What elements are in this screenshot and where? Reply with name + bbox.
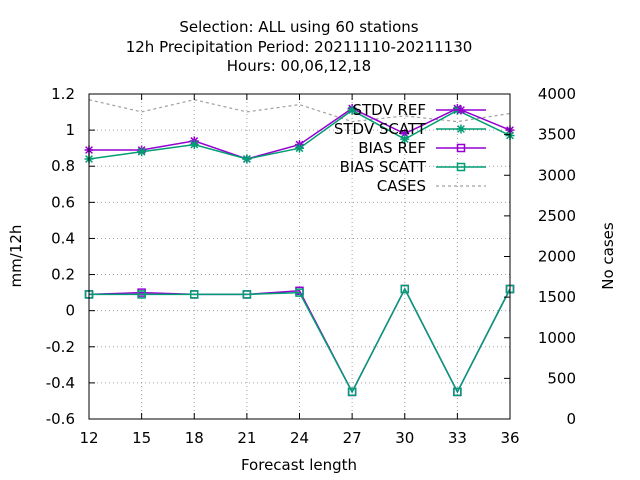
data-point	[400, 284, 409, 294]
y-tick-label: 0.8	[51, 157, 75, 175]
ticks: 12 15 18 21 24 27 30 33 36 -0.6 -0.4 -0.2 0 0.2 0.4 0.6…	[46, 85, 576, 447]
legend-label: STDV REF	[352, 101, 426, 119]
legend-label: STDV SCATT	[334, 120, 427, 138]
y-axis-label: mm/12h	[7, 225, 25, 288]
y-tick-label: 0.4	[51, 229, 75, 247]
legend-label: BIAS REF	[358, 139, 426, 157]
data-point	[453, 387, 462, 397]
legend-entry: STDV REF	[352, 101, 486, 119]
y2-axis-label: No cases	[599, 222, 617, 290]
data-point	[189, 140, 199, 150]
data-point	[400, 134, 410, 144]
legend-label: BIAS SCATT	[340, 158, 427, 176]
y2-tick-label: 2000	[538, 248, 576, 266]
data-point	[456, 105, 466, 115]
y2-tick-label: 0	[566, 410, 576, 428]
series-line	[88, 287, 511, 394]
title-line-2: 12h Precipitation Period: 20211110-20211…	[126, 38, 473, 56]
y2-tick-label: 1000	[538, 329, 576, 347]
y-tick-label: -0.2	[46, 338, 75, 356]
x-tick-label: 18	[185, 429, 204, 447]
data-point	[137, 147, 147, 157]
series-line	[89, 287, 511, 394]
series-stdv-scatt	[84, 105, 515, 164]
chart-title: Selection: ALL using 60 stations 12h Pre…	[126, 18, 473, 75]
x-tick-label: 36	[500, 429, 519, 447]
x-tick-label: 27	[343, 429, 362, 447]
y-tick-label: 1	[65, 121, 75, 139]
y-tick-label: 0	[65, 302, 75, 320]
data-point	[190, 290, 199, 299]
data-point	[347, 387, 357, 397]
x-tick-label: 30	[395, 429, 414, 447]
y2-tick-label: 4000	[538, 85, 576, 103]
data-point	[137, 290, 146, 299]
y-tick-label: 0.6	[51, 193, 75, 211]
data-point	[347, 105, 357, 115]
y2-tick-label: 500	[547, 369, 576, 387]
title-line-1: Selection: ALL using 60 stations	[179, 18, 418, 36]
y-tick-label: 1.2	[51, 85, 75, 103]
y-tick-label: 0.2	[51, 266, 75, 284]
data-point	[456, 124, 466, 134]
x-tick-label: 24	[290, 429, 309, 447]
y-tick-label: -0.6	[46, 410, 75, 428]
series-bias-scatt	[84, 284, 515, 397]
legend-entry: BIAS SCATT	[340, 158, 486, 176]
data-point	[242, 290, 252, 299]
legend-entry: STDV SCATT	[334, 120, 486, 138]
data-point	[295, 288, 304, 297]
y-tick-label: -0.4	[46, 374, 75, 392]
x-tick-label: 33	[448, 429, 467, 447]
x-tick-label: 21	[237, 429, 256, 447]
legend-label: CASES	[377, 177, 426, 195]
series-layer	[84, 99, 515, 397]
data-point	[242, 154, 252, 164]
y2-tick-label: 2500	[538, 207, 576, 225]
y2-tick-label: 3500	[538, 126, 576, 144]
data-point	[456, 143, 466, 153]
x-tick-label: 15	[132, 429, 151, 447]
y2-tick-label: 3000	[538, 166, 576, 184]
legend-entry: BIAS REF	[358, 139, 486, 157]
data-point	[295, 143, 304, 153]
y2-tick-label: 1500	[538, 288, 576, 306]
series-line	[88, 99, 511, 123]
x-axis-label: Forecast length	[241, 456, 357, 474]
series-cases	[88, 99, 511, 123]
data-point	[456, 162, 466, 172]
x-tick-label: 12	[79, 429, 98, 447]
legend-entry: CASES	[377, 177, 486, 195]
title-line-3: Hours: 00,06,12,18	[227, 57, 371, 75]
